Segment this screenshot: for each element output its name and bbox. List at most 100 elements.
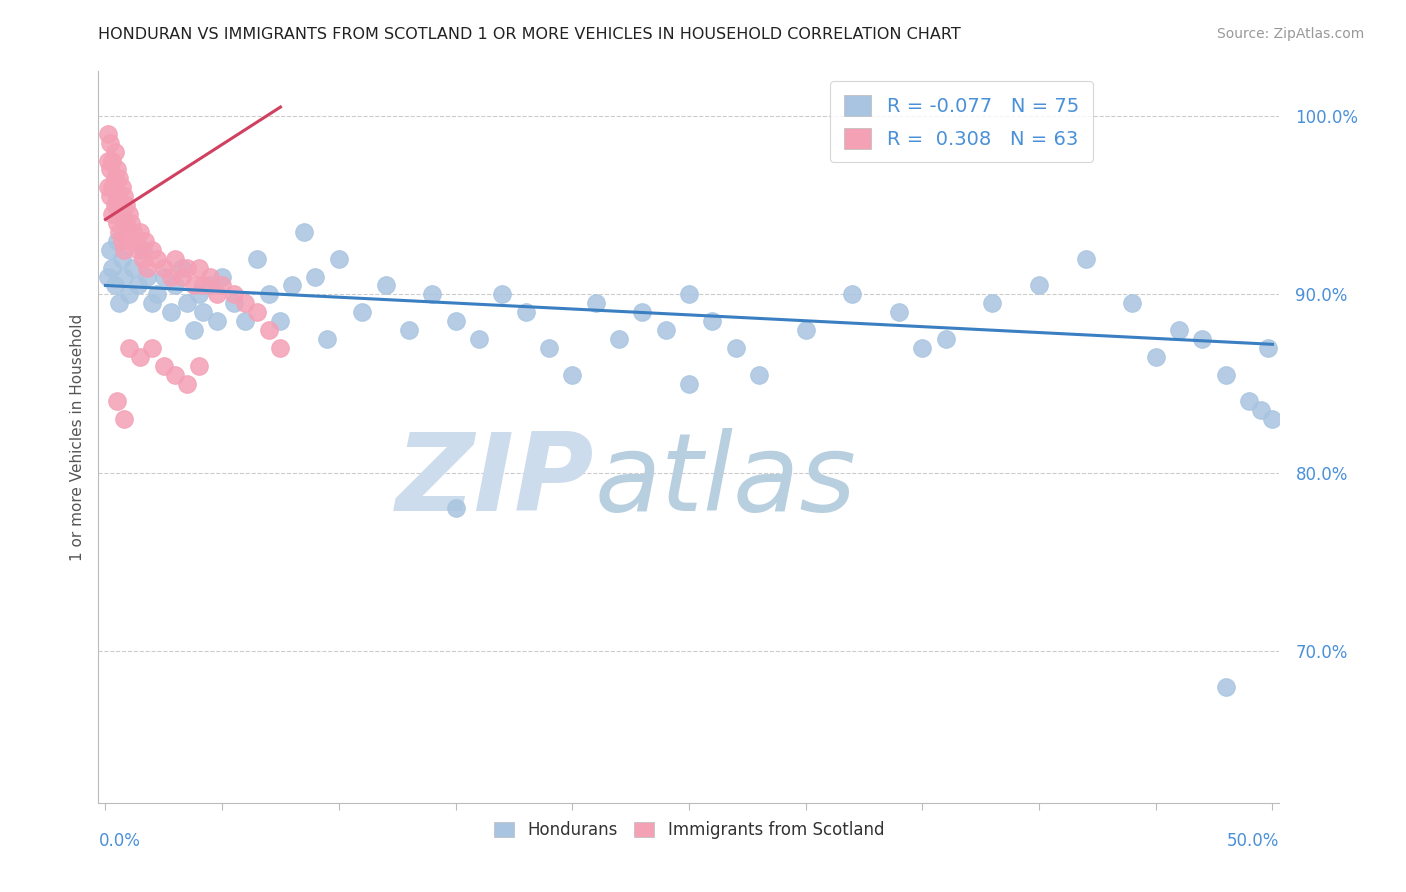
Point <box>207 287 229 301</box>
Point <box>172 269 194 284</box>
Point <box>115 198 138 212</box>
Point <box>207 314 229 328</box>
Point <box>794 323 817 337</box>
Point <box>702 314 724 328</box>
Point <box>122 225 145 239</box>
Point <box>105 234 128 248</box>
Point <box>654 323 676 337</box>
Point <box>1168 323 1191 337</box>
Point <box>607 332 630 346</box>
Point <box>328 252 350 266</box>
Point <box>200 269 222 284</box>
Point <box>935 332 957 346</box>
Point <box>129 225 152 239</box>
Point <box>515 305 537 319</box>
Point <box>118 287 141 301</box>
Point <box>165 252 187 266</box>
Point <box>97 127 120 141</box>
Point <box>120 216 142 230</box>
Point <box>468 332 491 346</box>
Point <box>111 207 134 221</box>
Text: ZIP: ZIP <box>396 428 595 534</box>
Text: 0.0%: 0.0% <box>98 832 141 850</box>
Point <box>352 305 374 319</box>
Point <box>108 198 131 212</box>
Point <box>104 198 127 212</box>
Y-axis label: 1 or more Vehicles in Household: 1 or more Vehicles in Household <box>69 313 84 561</box>
Point <box>193 305 215 319</box>
Point <box>1250 403 1272 417</box>
Point <box>257 287 280 301</box>
Point <box>101 207 124 221</box>
Point <box>172 260 194 275</box>
Point <box>585 296 607 310</box>
Point <box>118 341 141 355</box>
Point <box>136 269 159 284</box>
Point <box>183 278 205 293</box>
Point <box>115 225 138 239</box>
Point <box>112 216 135 230</box>
Point <box>222 287 245 301</box>
Point <box>98 189 121 203</box>
Text: 50.0%: 50.0% <box>1227 832 1279 850</box>
Point <box>1074 252 1097 266</box>
Point <box>420 287 443 301</box>
Point <box>269 341 291 355</box>
Point <box>101 260 124 275</box>
Point <box>159 305 181 319</box>
Point <box>141 341 163 355</box>
Point <box>112 412 135 426</box>
Point <box>193 278 215 293</box>
Point <box>211 278 233 293</box>
Text: HONDURAN VS IMMIGRANTS FROM SCOTLAND 1 OR MORE VEHICLES IN HOUSEHOLD CORRELATION: HONDURAN VS IMMIGRANTS FROM SCOTLAND 1 O… <box>98 27 962 42</box>
Point <box>235 314 257 328</box>
Point <box>111 180 134 194</box>
Point <box>444 314 467 328</box>
Point <box>444 501 467 516</box>
Point <box>187 260 209 275</box>
Point <box>316 332 339 346</box>
Point <box>118 207 141 221</box>
Point <box>152 359 174 373</box>
Point <box>887 305 910 319</box>
Point <box>1257 341 1279 355</box>
Point <box>98 243 121 257</box>
Point <box>246 305 269 319</box>
Point <box>678 376 700 391</box>
Point <box>841 287 863 301</box>
Point <box>136 260 159 275</box>
Point <box>111 234 134 248</box>
Text: atlas: atlas <box>595 428 856 533</box>
Point <box>152 260 174 275</box>
Point <box>108 171 131 186</box>
Point <box>104 145 127 159</box>
Point <box>398 323 420 337</box>
Point <box>101 153 124 168</box>
Point <box>724 341 747 355</box>
Point <box>105 394 128 409</box>
Point <box>98 162 121 177</box>
Point <box>112 243 135 257</box>
Point <box>183 323 205 337</box>
Point <box>1215 368 1237 382</box>
Point <box>1144 350 1167 364</box>
Point <box>104 278 127 293</box>
Point <box>176 376 198 391</box>
Point <box>211 269 233 284</box>
Point <box>122 260 145 275</box>
Point <box>374 278 396 293</box>
Point <box>101 180 124 194</box>
Point <box>281 278 304 293</box>
Point <box>292 225 315 239</box>
Point <box>176 260 198 275</box>
Point <box>748 368 770 382</box>
Point <box>146 287 169 301</box>
Point <box>152 269 174 284</box>
Legend: Hondurans, Immigrants from Scotland: Hondurans, Immigrants from Scotland <box>486 814 891 846</box>
Point <box>561 368 583 382</box>
Point <box>1028 278 1050 293</box>
Point <box>105 162 128 177</box>
Point <box>200 278 222 293</box>
Point <box>187 359 209 373</box>
Point <box>246 252 269 266</box>
